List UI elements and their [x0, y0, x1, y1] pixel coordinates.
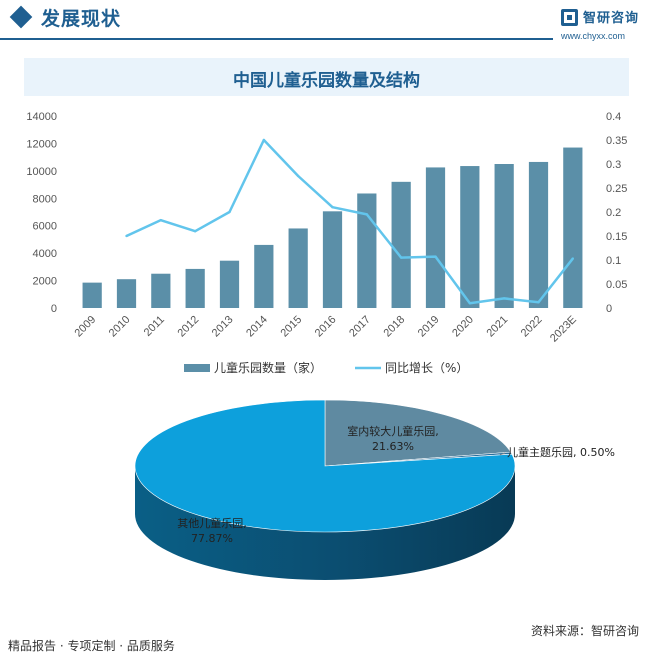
growth-line [125, 138, 574, 305]
pie-label-value: 21.63% [372, 440, 414, 453]
y-left-tick: 2000 [33, 276, 57, 288]
x-tick: 2009 [72, 314, 98, 340]
y-left-tick: 8000 [33, 193, 57, 205]
pie-label-name: 儿童主题乐园, 0.50% [507, 445, 615, 459]
x-tick: 2016 [313, 314, 339, 340]
line-point [571, 257, 575, 260]
diamond-icon [9, 5, 33, 29]
brand-logo: 智研咨询 www.chyxx.com [561, 7, 661, 47]
bar [254, 244, 274, 308]
y-left-tick: 0 [51, 303, 57, 315]
bar [82, 282, 102, 308]
bar [391, 181, 411, 308]
logo-icon [561, 9, 578, 26]
pie-side [135, 466, 515, 580]
brand-url: www.chyxx.com [561, 31, 626, 41]
y-right-tick: 0.4 [606, 111, 621, 123]
bar [425, 167, 446, 308]
x-tick: 2022 [519, 314, 545, 340]
y-right-tick: 0.15 [606, 231, 627, 243]
bar [185, 268, 205, 308]
header-rule [0, 38, 553, 40]
x-tick: 2021 [484, 314, 510, 340]
line-point [537, 301, 540, 304]
line-point [262, 138, 266, 142]
x-tick: 2020 [450, 314, 476, 340]
y-left-tick: 10000 [26, 166, 57, 178]
line-point [125, 234, 128, 238]
x-tick: 2018 [381, 314, 407, 340]
x-tick: 2023E [548, 314, 579, 345]
bar [494, 164, 514, 308]
bar [116, 279, 137, 308]
x-tick: 2014 [244, 314, 270, 340]
y-right-tick: 0.25 [606, 183, 627, 195]
y-right-tick: 0.1 [606, 255, 621, 267]
y-right-tick: 0 [606, 303, 612, 315]
bar [219, 260, 240, 308]
chart-title: 中国儿童乐园数量及结构 [233, 71, 420, 91]
line-point [193, 230, 197, 233]
line-point [468, 302, 472, 305]
y-right-tick: 0.05 [606, 279, 627, 291]
bar [151, 273, 171, 308]
chart-title-band: 中国儿童乐园数量及结构 [24, 58, 629, 96]
pie-leader-line [499, 452, 506, 456]
brand-name: 智研咨询 [583, 11, 640, 26]
footer-tagline: 精品报告 · 专项定制 · 品质服务 [8, 639, 175, 653]
y-left-tick: 4000 [33, 248, 57, 260]
combo-chart: 0 2000 4000 6000 8000 10000 12000 14000 0 0.05 0.1… [26, 111, 627, 375]
bar [357, 193, 377, 308]
pie-label-name: 其他儿童乐园, [177, 516, 247, 530]
pie-label-name: 室内较大儿童乐园, [347, 424, 439, 438]
legend-bar-label: 儿童乐园数量（家） [214, 360, 322, 375]
pie-chart: 室内较大儿童乐园, 21.63% 儿童主题乐园, 0.50% 其他儿童乐园, 77.87… [134, 399, 615, 580]
legend-bar-swatch [184, 364, 210, 372]
pie-label-value: 77.87% [191, 532, 233, 545]
line-point [296, 174, 300, 178]
line-point [502, 297, 506, 300]
bar [563, 147, 583, 308]
y-right-tick: 0.35 [606, 135, 627, 147]
x-tick: 2017 [347, 314, 373, 340]
x-tick: 2010 [107, 314, 133, 340]
line-point [434, 255, 437, 258]
x-tick: 2012 [175, 314, 201, 340]
line-point [331, 206, 334, 209]
section-title: 发展现状 [41, 8, 122, 30]
line-point [365, 213, 369, 216]
pie-slice [324, 399, 512, 467]
bar [460, 166, 480, 308]
bar [288, 228, 308, 308]
line-point [228, 210, 231, 214]
footer-source: 资料来源：智研咨询 [531, 624, 640, 638]
bar [322, 211, 343, 308]
y-left-tick: 14000 [26, 111, 57, 123]
legend-line-label: 同比增长（%） [385, 361, 468, 375]
x-tick: 2015 [278, 314, 304, 340]
bar [528, 161, 549, 308]
y-right-tick: 0.3 [606, 159, 621, 171]
y-left-tick: 12000 [26, 138, 57, 150]
line-point [159, 218, 163, 222]
pie-slice [134, 399, 516, 533]
x-tick: 2011 [142, 314, 167, 339]
line-point [399, 256, 403, 259]
y-left-tick: 6000 [33, 221, 57, 233]
header: 发展现状 [0, 0, 663, 40]
x-tick: 2019 [416, 314, 442, 340]
x-tick: 2013 [210, 314, 236, 340]
y-right-tick: 0.2 [606, 207, 621, 219]
